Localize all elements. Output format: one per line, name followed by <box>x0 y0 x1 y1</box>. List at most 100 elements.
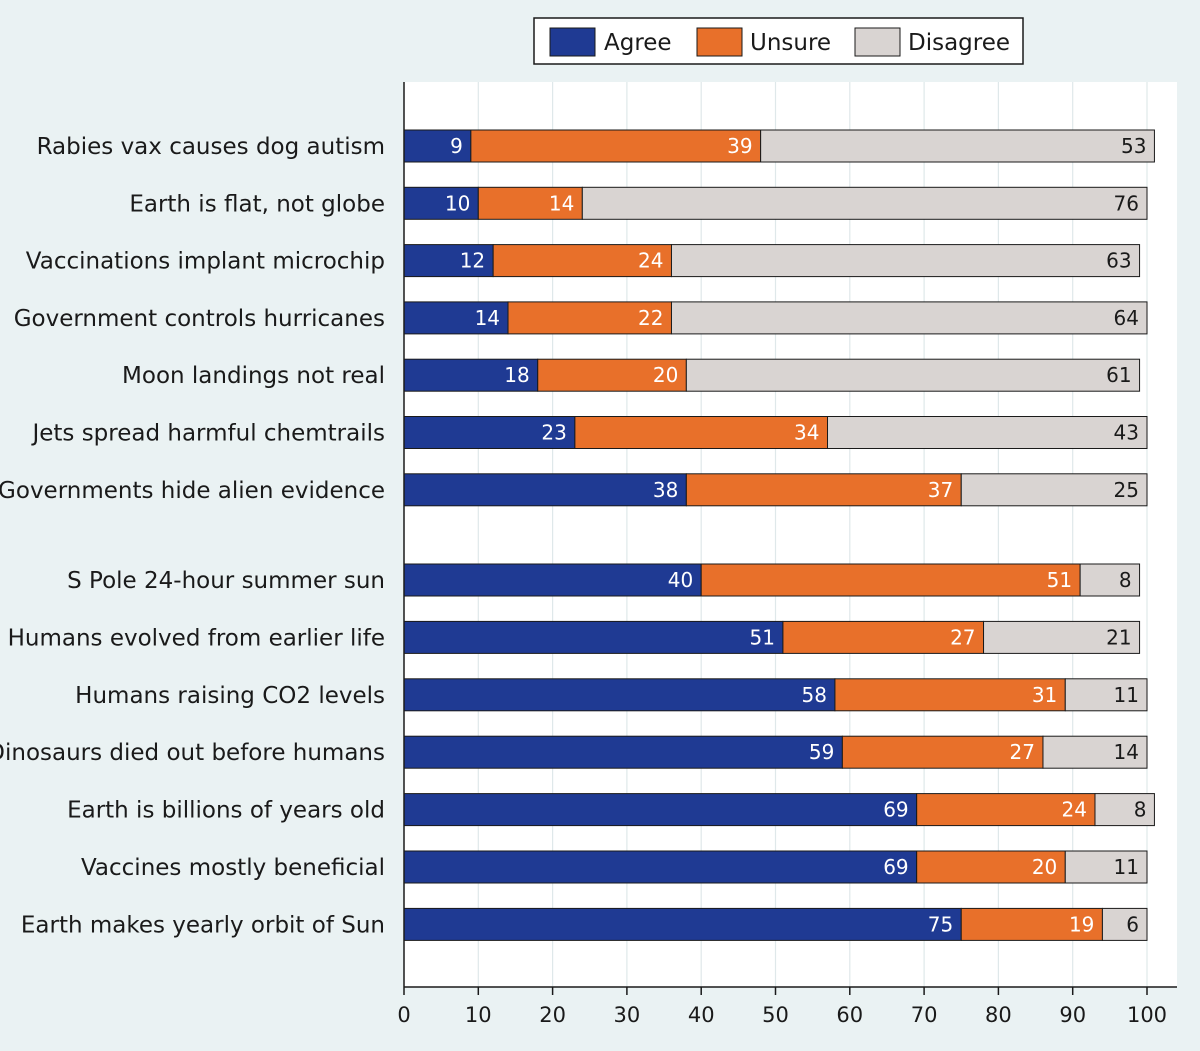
bar-agree <box>403 907 962 941</box>
data-label: 19 <box>1069 912 1094 936</box>
data-label: 34 <box>794 421 819 445</box>
data-label: 8 <box>1134 798 1147 822</box>
category-label: Government controls hurricanes <box>14 306 385 332</box>
bar-unsure <box>841 735 1044 769</box>
bar-disagree <box>1064 678 1148 712</box>
x-tick-label: 60 <box>836 1003 863 1027</box>
bar-unsure <box>574 416 829 449</box>
data-label: 64 <box>1114 306 1139 330</box>
legend-swatch-unsure <box>696 27 743 57</box>
bar-unsure <box>470 129 762 163</box>
bar-agree <box>403 244 494 278</box>
category-label: Vaccines mostly beneficial <box>81 855 385 881</box>
legend-label-disagree: Disagree <box>908 30 1010 56</box>
data-label: 31 <box>1032 683 1057 707</box>
data-label: 20 <box>1032 855 1057 879</box>
data-label: 18 <box>504 363 529 387</box>
bars: 9 39 53 10 14 76 12 24 63 14 22 64 18 20 61 23 34 43 38 37 2… <box>403 129 1155 941</box>
bar-agree <box>403 473 687 507</box>
x-axis: 0 10 20 30 40 50 60 70 80 90 100 <box>397 82 1177 1027</box>
bar-disagree <box>1094 793 1155 827</box>
data-label: 8 <box>1119 568 1132 592</box>
category-labels: Rabies vax causes dog autism Earth is fla… <box>0 134 385 938</box>
data-label: 75 <box>928 912 953 936</box>
data-label: 51 <box>1047 568 1072 592</box>
bar-unsure <box>507 301 672 335</box>
data-label: 14 <box>475 306 500 330</box>
bar-disagree <box>685 358 1141 392</box>
data-label: 14 <box>1114 740 1139 764</box>
bar-disagree <box>670 244 1141 278</box>
bar-agree <box>403 563 702 597</box>
bar-disagree <box>827 416 1148 449</box>
x-tick-label: 40 <box>688 1003 715 1027</box>
bar-agree <box>403 793 918 827</box>
bar-agree <box>403 850 918 884</box>
data-label: 63 <box>1106 249 1131 273</box>
bar-unsure <box>537 358 687 392</box>
bar-unsure <box>685 473 962 507</box>
bar-disagree <box>1079 563 1141 597</box>
legend: Agree Unsure Disagree <box>533 17 1024 65</box>
category-label: Moon landings not real <box>122 363 385 389</box>
x-tick-label: 10 <box>465 1003 492 1027</box>
bar-disagree <box>1042 735 1148 769</box>
bar-unsure <box>782 620 985 654</box>
legend-box <box>533 17 1024 65</box>
legend-swatch-agree <box>549 27 596 57</box>
data-label: 6 <box>1126 912 1139 936</box>
bar-agree <box>403 620 784 654</box>
category-label: Humans raising CO2 levels <box>75 683 385 709</box>
data-label: 76 <box>1114 191 1139 215</box>
grid-lines <box>404 82 1177 987</box>
category-label: Jets spread harmful chemtrails <box>30 421 385 447</box>
data-label: 69 <box>883 798 908 822</box>
x-tick-label: 0 <box>397 1003 410 1027</box>
data-label: 58 <box>801 683 826 707</box>
bar-disagree <box>1064 850 1148 884</box>
data-label: 24 <box>638 249 663 273</box>
x-tick-label: 70 <box>911 1003 938 1027</box>
bar-agree <box>403 416 576 449</box>
x-tick-label: 30 <box>614 1003 641 1027</box>
bar-disagree <box>581 186 1148 220</box>
bar-unsure <box>960 907 1103 941</box>
category-label: Governments hide alien evidence <box>0 478 385 504</box>
x-tick-label: 100 <box>1127 1003 1167 1027</box>
legend-label-agree: Agree <box>604 30 672 56</box>
bar-unsure <box>916 793 1096 827</box>
bar-disagree <box>1101 907 1148 941</box>
data-label: 61 <box>1106 363 1131 387</box>
bar-unsure <box>700 563 1081 597</box>
bar-agree <box>403 186 479 220</box>
data-label: 27 <box>950 625 975 649</box>
data-label: 43 <box>1114 421 1139 445</box>
data-label: 22 <box>638 306 663 330</box>
data-label: 14 <box>549 191 574 215</box>
category-label: Dinosaurs died out before humans <box>0 740 385 766</box>
legend-swatch-disagree <box>854 27 901 57</box>
data-label: 69 <box>883 855 908 879</box>
category-label: S Pole 24-hour summer sun <box>67 568 385 594</box>
bar-disagree <box>760 129 1155 163</box>
data-label: 27 <box>1010 740 1035 764</box>
data-label: 24 <box>1062 798 1087 822</box>
data-label: 51 <box>749 625 774 649</box>
bar-disagree <box>960 473 1148 507</box>
category-label: Earth is billions of years old <box>67 798 385 824</box>
data-label: 53 <box>1121 134 1146 158</box>
bar-disagree <box>670 301 1148 335</box>
data-label: 12 <box>460 249 485 273</box>
bar-agree <box>403 678 836 712</box>
x-tick-label: 20 <box>539 1003 566 1027</box>
plot-background <box>404 82 1177 987</box>
data-label: 40 <box>668 568 693 592</box>
bar-unsure <box>492 244 672 278</box>
x-tick-label: 50 <box>762 1003 789 1027</box>
bar-unsure <box>834 678 1066 712</box>
data-label: 21 <box>1106 625 1131 649</box>
data-label: 25 <box>1114 478 1139 502</box>
category-label: Earth makes yearly orbit of Sun <box>21 912 385 938</box>
data-label: 23 <box>541 421 566 445</box>
